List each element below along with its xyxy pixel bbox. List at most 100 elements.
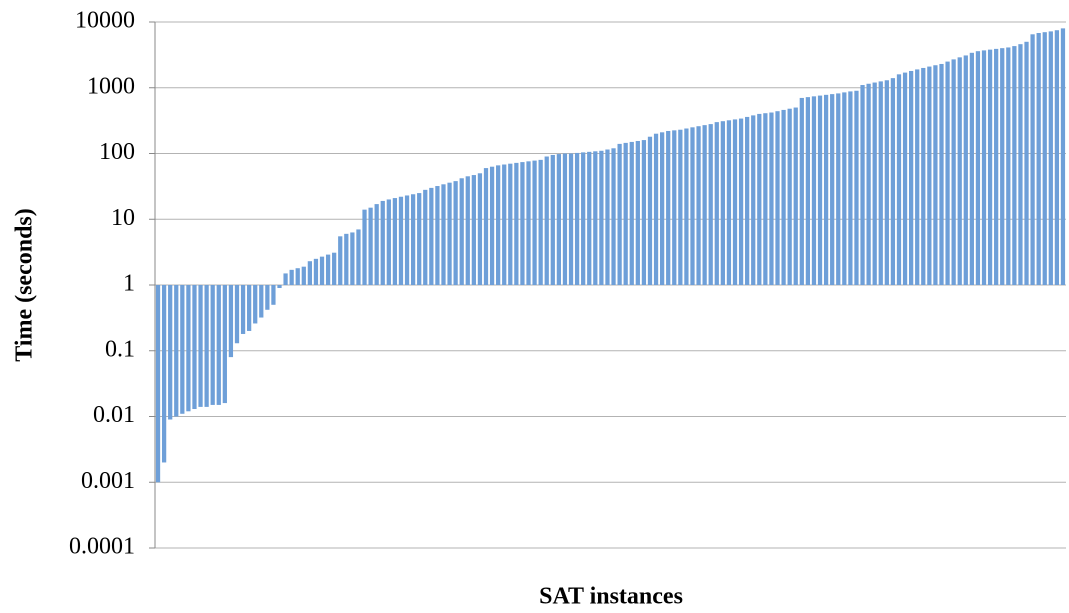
- bar: [234, 285, 240, 344]
- bar: [271, 285, 276, 305]
- bar: [289, 269, 294, 285]
- bar: [398, 196, 404, 285]
- bar: [301, 266, 306, 285]
- bar: [939, 63, 944, 285]
- bar: [902, 72, 908, 285]
- bar: [222, 285, 227, 404]
- bar: [483, 168, 489, 285]
- bar: [180, 285, 185, 414]
- bar: [830, 94, 835, 286]
- bar: [532, 160, 537, 285]
- bar: [368, 207, 373, 285]
- bar: [987, 49, 993, 285]
- bar: [957, 57, 962, 285]
- bar: [866, 83, 871, 285]
- y-tick-label: 1: [123, 271, 135, 297]
- bar: [848, 91, 853, 285]
- bar: [1030, 34, 1035, 285]
- bar: [508, 163, 513, 285]
- bar: [635, 140, 640, 285]
- bar: [574, 152, 580, 285]
- bar: [817, 95, 823, 285]
- bar: [684, 128, 689, 285]
- bar: [823, 94, 829, 285]
- bar: [502, 164, 507, 285]
- bar: [198, 285, 203, 407]
- bar: [915, 69, 920, 285]
- bar: [496, 165, 501, 285]
- bar: [994, 48, 999, 286]
- bar: [975, 51, 981, 285]
- bar: [520, 162, 525, 285]
- bar: [247, 285, 252, 331]
- bar: [617, 143, 622, 285]
- bar: [787, 108, 792, 285]
- bar: [283, 273, 288, 285]
- bar: [1000, 48, 1005, 286]
- bar: [410, 194, 416, 285]
- bar: [374, 204, 379, 285]
- bar: [1036, 33, 1041, 285]
- bar: [951, 59, 956, 285]
- bar: [465, 176, 470, 285]
- y-tick-label: 0.1: [105, 336, 135, 362]
- bar: [854, 90, 859, 286]
- bar: [489, 166, 495, 285]
- bar: [763, 113, 768, 285]
- bar: [435, 186, 440, 285]
- bar: [896, 74, 902, 286]
- bar: [544, 156, 549, 285]
- bar: [477, 173, 483, 285]
- bar: [1006, 47, 1011, 286]
- bar: [659, 132, 665, 285]
- bar: [550, 154, 555, 285]
- bar: [459, 178, 464, 285]
- bar: [447, 182, 452, 285]
- bar: [811, 96, 817, 285]
- bar: [453, 181, 458, 285]
- bar: [253, 285, 258, 324]
- bar: [392, 198, 398, 285]
- bar: [1048, 31, 1053, 286]
- bar: [842, 92, 847, 285]
- bar: [678, 129, 683, 285]
- y-tick-label: 0.001: [81, 468, 135, 494]
- bar: [587, 151, 592, 285]
- bar: [174, 285, 179, 417]
- bar: [344, 233, 349, 285]
- bar: [745, 116, 750, 285]
- bar: [1054, 30, 1060, 285]
- bar: [568, 153, 574, 285]
- bar: [259, 285, 264, 318]
- y-axis-title: Time (seconds): [12, 208, 38, 362]
- bar: [720, 121, 725, 286]
- bar: [629, 141, 634, 285]
- bar: [1042, 32, 1047, 286]
- bar: [526, 161, 531, 285]
- bar: [599, 150, 604, 285]
- bar: [623, 142, 628, 285]
- bar: [872, 82, 877, 286]
- bar: [295, 268, 300, 285]
- bar: [471, 175, 476, 285]
- bar: [210, 285, 215, 405]
- bar: [277, 285, 282, 289]
- bar: [556, 154, 562, 285]
- bar: [708, 124, 713, 285]
- bar: [805, 97, 811, 285]
- bar: [751, 115, 756, 285]
- bar: [653, 133, 659, 285]
- bar: [605, 149, 610, 285]
- bar: [325, 254, 331, 285]
- bar: [690, 127, 695, 285]
- bar: [265, 285, 270, 310]
- bar: [933, 65, 938, 285]
- bar: [878, 81, 883, 285]
- bar: [1024, 41, 1029, 285]
- bar: [155, 285, 161, 483]
- bar: [641, 140, 647, 285]
- bar: [319, 256, 325, 285]
- bar: [429, 187, 434, 285]
- bar: [593, 151, 598, 285]
